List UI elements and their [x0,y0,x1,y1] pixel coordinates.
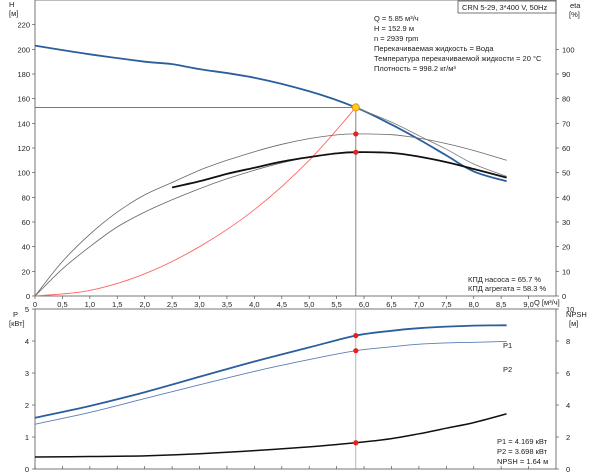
duty-point-marker [351,103,360,112]
top-left-axis-label-line2: [м] [9,9,18,18]
info-temperature: Температура перекачиваемой жидкости = 20… [374,54,542,63]
top-right-axis-label-line2: [%] [569,10,580,19]
npsh-note: NPSH = 1.64 м [497,457,548,466]
bottom-right-tick-label: 8 [566,337,570,346]
bottom-left-axis-label-line2: [кВт] [9,319,25,328]
bottom-left-tick-label: 4 [25,337,29,346]
x-tick-label: 4,5 [277,300,287,309]
x-tick-label: 8,0 [469,300,479,309]
p2-label: P2 [503,365,512,374]
top-left-tick-label: 20 [22,267,30,276]
eta-unit-duty-marker [353,149,359,155]
top-left-tick-label: 180 [17,70,30,79]
bottom-left-tick-label: 1 [25,433,29,442]
info-density: Плотность = 998.2 кг/м³ [374,64,456,73]
top-right-tick-label: 100 [562,45,575,54]
head-curve [34,44,507,183]
model-label: CRN 5-29, 3*400 V, 50Hz [462,3,547,12]
info-fluid: Перекачиваемая жидкость = Вода [374,44,494,53]
top-left-tick-label: 40 [22,243,30,252]
p1-note: P1 = 4.169 кВт [497,437,548,446]
top-right-tick-label: 90 [562,70,570,79]
p1-duty-marker [353,332,359,339]
bottom-right-tick-label: 4 [566,401,570,410]
x-tick-label: 2,0 [139,300,149,309]
x-tick-label: 8,5 [496,300,506,309]
top-right-tick-label: 10 [562,267,570,276]
top-left-tick-label: 80 [22,193,30,202]
p2-duty-marker [353,348,359,354]
top-left-tick-label: 140 [17,119,30,128]
x-tick-label: 5,0 [304,300,314,309]
x-tick-label: 0,5 [57,300,67,309]
bottom-right-tick-label: 0 [566,465,570,474]
top-left-tick-label: 120 [17,144,30,153]
x-tick-label: 4,0 [249,300,259,309]
bottom-right-tick-label: 10 [566,305,574,314]
bottom-left-tick-label: 2 [25,401,29,410]
x-tick-label: 6,5 [386,300,396,309]
p1-label: P1 [503,341,512,350]
top-left-tick-label: 60 [22,218,30,227]
top-left-tick-label: 100 [17,169,30,178]
top-right-tick-label: 50 [562,169,570,178]
eta-unit-bold-curve [171,151,507,189]
bottom-plot-frame [34,308,557,470]
eta-unit-curve [34,151,507,297]
p2-curve [34,341,507,425]
x-tick-label: 1,5 [112,300,122,309]
info-speed: n = 2939 rpm [374,34,418,43]
bottom-left-tick-label: 3 [25,369,29,378]
bottom-right-tick-label: 6 [566,369,570,378]
bottom-right-axis-label-line2: [м] [569,319,578,328]
top-right-tick-label: 60 [562,144,570,153]
top-right-tick-label: 80 [562,95,570,104]
eta-pump-note: КПД насоса = 65.7 % [468,275,541,284]
info-flow: Q = 5.85 м³/ч [374,14,419,23]
top-right-tick-label: 70 [562,119,570,128]
top-right-tick-label: 0 [562,292,566,301]
x-tick-label: 6,0 [359,300,369,309]
top-right-tick-label: 30 [562,218,570,227]
top-left-tick-label: 200 [17,45,30,54]
p2-note: P2 = 3.698 кВт [497,447,548,456]
top-left-tick-label: 160 [17,95,30,104]
x-tick-label: 7,0 [414,300,424,309]
bottom-left-axis-label-line1: P [13,310,18,319]
eta-unit-note: КПД агрегата = 58.3 % [468,284,546,293]
bottom-left-tick-label: 5 [25,305,29,314]
p1-curve [34,324,507,419]
top-right-axis-label-line1: eta [570,1,581,10]
top-right-tick-label: 20 [562,243,570,252]
eta-pump-duty-marker [353,131,359,137]
x-tick-label: 9,0 [523,300,533,309]
x-tick-label: 0 [33,300,37,309]
system-curve-curve [34,107,357,297]
x-axis-label: Q [м³/ч] [534,298,560,307]
bottom-right-tick-label: 2 [566,433,570,442]
npsh-duty-marker [353,440,359,446]
x-tick-label: 3,5 [222,300,232,309]
x-tick-label: 3,0 [194,300,204,309]
eta-pump-curve [34,133,507,297]
info-head: H = 152.9 м [374,24,414,33]
x-tick-label: 5,5 [331,300,341,309]
bottom-right-axis-label-line1: NPSH [566,310,587,319]
x-tick-label: 1,0 [85,300,95,309]
top-left-tick-label: 220 [17,21,30,30]
top-right-tick-label: 40 [562,193,570,202]
bottom-left-tick-label: 0 [25,465,29,474]
npsh-curve [34,413,507,458]
top-left-axis-label-line1: H [9,0,14,9]
x-tick-label: 7,5 [441,300,451,309]
x-tick-label: 2,5 [167,300,177,309]
top-left-tick-label: 0 [26,292,30,301]
head-extension-curve [355,107,507,177]
